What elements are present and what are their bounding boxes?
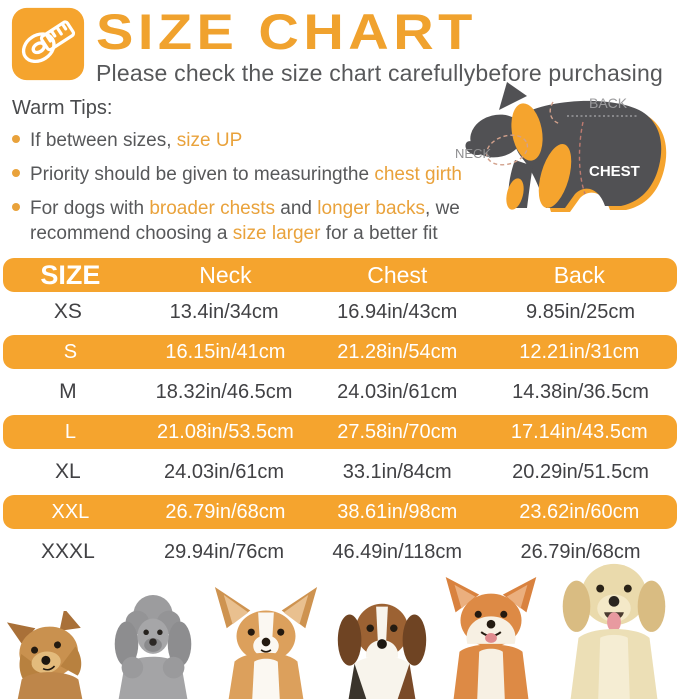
bullet-icon [12, 203, 20, 212]
header: SIZE CHART Please check the size chart c… [0, 0, 679, 87]
cell-size: XXXL [41, 540, 95, 564]
cell-chest: 16.94in/43cm [337, 300, 458, 323]
dog-photos-strip [0, 551, 679, 699]
table-row-m: M 18.32in/46.5cm 24.03in/61cm 14.38in/36… [0, 372, 679, 412]
bullet-icon [12, 135, 20, 143]
tip-text: Priority should be given to measuringthe [30, 164, 375, 186]
column-header-size: SIZE [40, 259, 101, 290]
cell-back: 17.14in/43.5cm [510, 420, 648, 443]
dog-image-poodle [114, 594, 192, 699]
cell-size: XL [55, 460, 81, 484]
warm-tips: Warm Tips: If between sizes, size UP Pri… [12, 97, 484, 246]
cell-chest: 38.61in/98cm [337, 500, 458, 523]
cell-back: 12.21in/31cm [519, 340, 640, 363]
tip-text: If between sizes, [30, 130, 177, 151]
bullet-icon [12, 169, 20, 178]
tip-text: for a better fit [320, 223, 438, 245]
dog-image-corgi [215, 586, 318, 699]
cell-chest: 21.28in/54cm [337, 340, 458, 363]
table-row-s: S 16.15in/41cm 21.28in/54cm 12.21in/31cm [3, 335, 677, 370]
column-header-back: Back [553, 261, 605, 288]
page-title: SIZE CHART [96, 4, 477, 60]
dog-measurement-diagram: NECK BACK CHEST [449, 76, 677, 222]
tip-highlight: chest girth [374, 164, 462, 186]
diagram-label-back: BACK [589, 95, 628, 111]
diagram-label-neck: NECK [455, 146, 491, 161]
size-table-header: SIZE Neck Chest Back [3, 258, 677, 293]
cell-neck: 24.03in/61cm [164, 460, 285, 483]
table-row-xs: XS 13.4in/34cm 16.94in/43cm 9.85in/25cm [0, 292, 679, 332]
tip-chest-girth: Priority should be given to measuringthe… [12, 162, 484, 187]
dog-image-golden-retriever [562, 563, 666, 699]
page-subtitle: Please check the size chart carefullybef… [96, 60, 663, 86]
cell-back: 20.29in/51.5cm [512, 460, 649, 483]
cell-neck: 16.15in/41cm [165, 340, 286, 363]
diagram-label-chest: CHEST [589, 163, 640, 180]
cell-size: XS [53, 300, 82, 324]
cell-size: S [63, 340, 78, 363]
tip-size-up: If between sizes, size UP [12, 128, 484, 153]
tip-highlight: broader chests [149, 198, 276, 220]
tip-text: and [275, 198, 318, 220]
tip-text: , we recommend choosing a [30, 198, 460, 245]
cell-chest: 33.1in/84cm [342, 460, 452, 483]
tip-highlight: size UP [176, 130, 243, 151]
measuring-tape-icon [10, 7, 86, 81]
tip-highlight: longer backs [317, 198, 426, 220]
cell-chest: 27.58in/70cm [337, 420, 458, 443]
dog-image-shiba-inu [445, 576, 537, 699]
tip-size-larger: For dogs with broader chests and longer … [12, 196, 484, 246]
cell-neck: 13.4in/34cm [169, 300, 279, 323]
cell-neck: 18.32in/46.5cm [155, 380, 293, 403]
cell-chest: 46.49in/118cm [332, 540, 463, 563]
dog-image-yorkshire-terrier [6, 611, 83, 699]
tip-text: For dogs with [30, 198, 150, 220]
table-row-xl: XL 24.03in/61cm 33.1in/84cm 20.29in/51.5… [0, 452, 679, 492]
column-header-chest: Chest [367, 261, 428, 288]
cell-size: XXL [51, 500, 90, 523]
cell-neck: 21.08in/53.5cm [157, 420, 294, 443]
cell-back: 9.85in/25cm [526, 300, 636, 323]
cell-neck: 26.79in/68cm [165, 500, 286, 523]
cell-chest: 24.03in/61cm [337, 380, 458, 403]
cell-back: 14.38in/36.5cm [512, 380, 649, 403]
column-header-neck: Neck [199, 261, 252, 288]
cell-neck: 29.94in/76cm [164, 540, 285, 563]
cell-size: M [59, 380, 77, 404]
dog-image-beagle [337, 603, 426, 699]
tip-highlight: size larger [232, 223, 321, 245]
cell-back: 26.79in/68cm [520, 540, 641, 563]
cell-size: L [64, 420, 76, 443]
table-row-xxxl: XXXL 29.94in/76cm 46.49in/118cm 26.79in/… [0, 532, 679, 572]
table-row-l: L 21.08in/53.5cm 27.58in/70cm 17.14in/43… [3, 415, 677, 450]
cell-back: 23.62in/60cm [519, 500, 640, 523]
table-row-xxl: XXL 26.79in/68cm 38.61in/98cm 23.62in/60… [3, 495, 677, 530]
size-table: SIZE Neck Chest Back XS 13.4in/34cm 16.9… [0, 258, 679, 572]
warm-tips-heading: Warm Tips: [12, 97, 113, 119]
